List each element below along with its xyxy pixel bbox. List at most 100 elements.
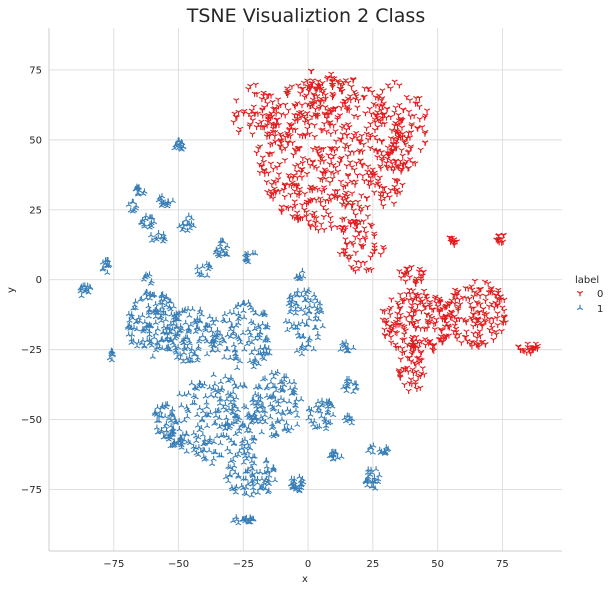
data-point <box>226 472 233 478</box>
data-point <box>323 425 330 432</box>
data-point <box>285 127 293 134</box>
data-point <box>376 446 383 453</box>
data-point <box>333 139 340 145</box>
data-point <box>301 310 308 316</box>
data-point <box>375 478 382 485</box>
data-point <box>351 182 359 188</box>
data-point <box>387 136 394 142</box>
data-point <box>183 430 190 436</box>
data-point <box>230 309 237 316</box>
data-point <box>236 448 243 454</box>
data-point <box>338 105 345 111</box>
data-point <box>271 477 279 483</box>
data-point <box>383 160 390 167</box>
data-point <box>397 357 404 363</box>
data-point <box>437 327 444 333</box>
data-point <box>336 251 343 257</box>
data-point <box>183 404 190 410</box>
data-point <box>197 306 204 312</box>
data-point <box>134 343 141 349</box>
data-point <box>167 298 174 304</box>
data-point <box>394 300 401 306</box>
data-point <box>141 319 148 325</box>
data-point <box>387 187 394 194</box>
data-point <box>205 266 212 272</box>
data-point <box>190 430 197 436</box>
data-point <box>371 231 378 237</box>
data-point <box>256 144 264 150</box>
data-point <box>163 302 170 308</box>
data-point <box>323 398 330 404</box>
data-point <box>405 166 412 172</box>
data-point <box>345 80 352 86</box>
data-point <box>347 94 354 100</box>
data-point <box>129 208 136 214</box>
data-point <box>361 94 368 100</box>
data-point <box>248 349 255 356</box>
data-point <box>243 252 250 258</box>
data-point <box>266 394 273 400</box>
data-point <box>480 306 487 313</box>
data-point <box>233 514 240 520</box>
data-point <box>331 148 338 154</box>
data-point <box>199 431 206 437</box>
data-point <box>147 280 154 286</box>
data-point <box>402 279 409 285</box>
data-point <box>278 208 285 214</box>
data-point <box>139 326 146 332</box>
data-point <box>282 183 289 189</box>
data-point <box>181 391 188 397</box>
data-point <box>251 325 258 332</box>
data-point <box>221 311 228 317</box>
data-point <box>532 341 539 347</box>
data-point <box>241 383 248 389</box>
data-point <box>364 204 371 211</box>
data-point <box>268 369 275 376</box>
data-point <box>357 139 364 145</box>
data-point <box>216 340 223 347</box>
data-point <box>327 120 334 126</box>
data-point <box>254 489 261 495</box>
data-point <box>304 111 311 117</box>
data-point <box>177 434 184 441</box>
data-point <box>181 345 188 352</box>
data-point <box>423 108 431 114</box>
data-point <box>418 278 425 284</box>
data-point <box>313 402 320 409</box>
data-point <box>366 183 373 189</box>
data-point <box>256 335 263 341</box>
data-point <box>376 93 383 99</box>
data-point <box>146 271 153 277</box>
data-point <box>473 291 481 297</box>
data-point <box>150 218 158 225</box>
data-point <box>421 372 428 378</box>
data-point <box>304 78 311 84</box>
data-point <box>381 195 388 202</box>
data-point <box>369 89 376 96</box>
data-point <box>231 111 238 117</box>
data-point <box>350 266 357 272</box>
data-point <box>321 416 328 422</box>
data-point <box>315 105 323 112</box>
data-point <box>167 431 174 438</box>
data-point <box>415 345 422 351</box>
data-point <box>409 320 416 327</box>
data-point <box>395 164 402 170</box>
data-point <box>387 334 395 341</box>
data-point <box>498 328 505 335</box>
data-point <box>357 209 364 215</box>
data-point <box>268 121 275 127</box>
data-point <box>403 291 410 297</box>
data-point <box>330 93 337 99</box>
data-point <box>254 111 261 117</box>
data-point <box>422 129 429 136</box>
data-point <box>302 304 309 311</box>
data-point <box>291 118 299 124</box>
data-point <box>406 274 413 281</box>
data-point <box>194 422 201 428</box>
x-tick-label: 50 <box>431 559 444 570</box>
data-point <box>412 382 419 388</box>
data-point <box>478 320 485 326</box>
data-point <box>231 347 238 353</box>
data-point <box>311 93 318 99</box>
